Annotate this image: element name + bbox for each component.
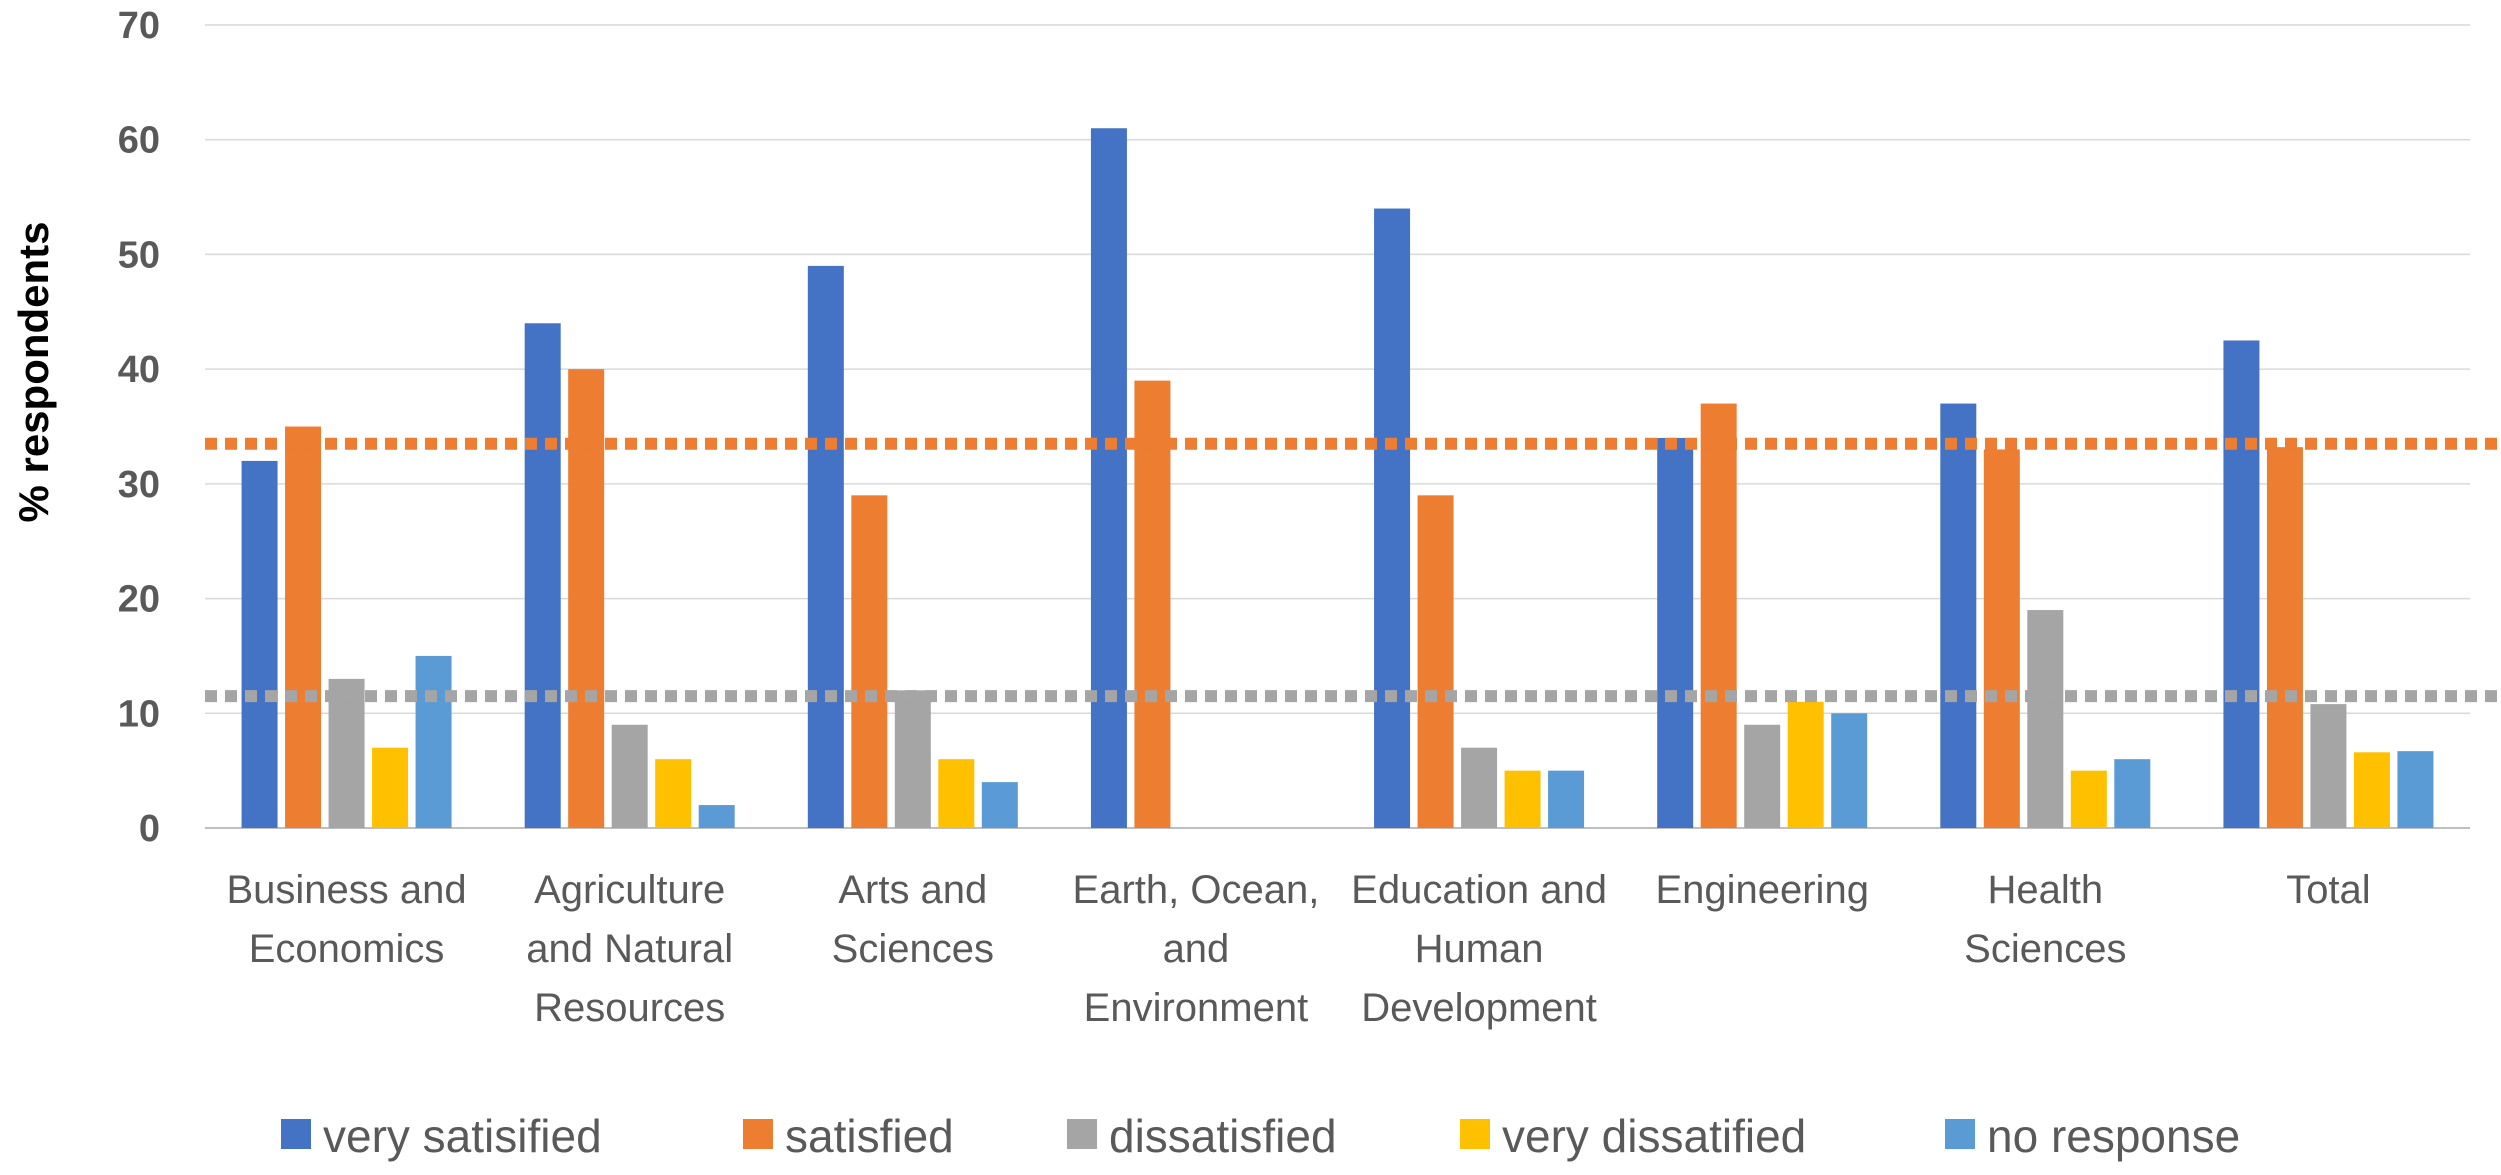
y-tick-label: 60 <box>118 120 160 162</box>
bar-very-dissatified <box>372 747 409 828</box>
bar-dissatisfied <box>2310 704 2347 828</box>
legend-label: very dissatified <box>1502 1110 1806 1162</box>
bar-very-satisified <box>1940 403 1977 828</box>
bar-dissatisfied <box>611 724 648 828</box>
bar-satisfied <box>851 495 888 828</box>
bar-satisfied <box>2266 447 2303 828</box>
bar-satisfied <box>285 426 322 828</box>
legend-swatch <box>281 1119 311 1149</box>
bar-no-response <box>1548 770 1585 828</box>
bar-dissatisfied <box>894 690 931 828</box>
bar-very-dissatified <box>1787 701 1824 828</box>
x-tick-label: and <box>1163 927 1230 971</box>
x-tick-label: Education and <box>1351 868 1607 912</box>
y-axis-label: % respondents <box>10 221 57 522</box>
bar-no-response <box>2397 751 2434 828</box>
x-tick-label: Engineering <box>1655 868 1869 912</box>
legend-item: very satisified <box>281 1110 602 1162</box>
bar-dissatisfied <box>2027 610 2064 828</box>
bar-very-satisified <box>1657 437 1694 828</box>
y-tick-label: 30 <box>118 464 160 506</box>
bar-very-dissatified <box>2353 752 2390 828</box>
legend-label: dissatisfied <box>1109 1110 1337 1162</box>
bar-very-satisified <box>2223 340 2260 828</box>
reference-lines <box>205 437 2498 703</box>
bar-satisfied <box>1134 380 1171 828</box>
bar-very-dissatified <box>1504 770 1541 828</box>
legend-label: satisfied <box>785 1110 954 1162</box>
bar-no-response <box>415 655 452 828</box>
bar-satisfied <box>1700 403 1737 828</box>
bar-dissatisfied <box>1744 724 1781 828</box>
legend-item: no response <box>1945 1110 2240 1162</box>
x-tick-label: Environment <box>1084 986 1309 1030</box>
y-tick-label: 50 <box>118 234 160 276</box>
legend-swatch <box>743 1119 773 1149</box>
bar-no-response <box>698 805 735 828</box>
bar-satisfied <box>1417 495 1454 828</box>
bar-very-satisified <box>524 323 561 828</box>
legend: very satisified satisfied dissatisfied very… <box>281 1110 2240 1162</box>
bar-satisfied <box>1983 449 2020 828</box>
x-tick-label: Sciences <box>832 927 994 971</box>
x-tick-label: Human <box>1415 927 1544 971</box>
bar-no-response <box>2114 759 2151 828</box>
x-tick-label: Agriculture <box>534 868 725 912</box>
legend-item: dissatisfied <box>1067 1110 1337 1162</box>
x-tick-label: Business and <box>226 868 466 912</box>
x-tick-label: Total <box>2286 868 2371 912</box>
x-tick-label: Resources <box>534 986 725 1030</box>
bar-very-dissatified <box>655 759 692 828</box>
bar-dissatisfied <box>328 678 365 828</box>
y-axis: 0 10 20 30 40 50 60 70 <box>118 5 160 850</box>
y-tick-label: 20 <box>118 579 160 621</box>
bar-no-response <box>1831 713 1868 828</box>
x-tick-label: Sciences <box>1964 927 2126 971</box>
bar-very-dissatified <box>938 759 975 828</box>
legend-label: very satisified <box>323 1110 602 1162</box>
bars <box>241 128 2434 829</box>
y-tick-label: 70 <box>118 5 160 47</box>
bar-dissatisfied <box>1461 747 1498 828</box>
x-tick-label: and Natural <box>526 927 733 971</box>
legend-item: satisfied <box>743 1110 954 1162</box>
bar-very-dissatified <box>2070 770 2107 828</box>
bar-very-satisified <box>1374 208 1411 829</box>
bar-no-response <box>981 782 1018 828</box>
bar-very-satisified <box>241 460 278 828</box>
legend-swatch <box>1067 1119 1097 1149</box>
legend-item: very dissatified <box>1460 1110 1806 1162</box>
bar-very-satisified <box>1090 128 1127 828</box>
legend-swatch <box>1460 1119 1490 1149</box>
y-tick-label: 10 <box>118 693 160 735</box>
bar-very-satisified <box>807 265 844 828</box>
x-axis: Business and Economics Agriculture and Natu… <box>226 868 2370 1030</box>
legend-swatch <box>1945 1119 1975 1149</box>
y-tick-label: 0 <box>139 808 160 850</box>
legend-label: no response <box>1987 1110 2240 1162</box>
x-tick-label: Development <box>1361 986 1597 1030</box>
x-tick-label: Health <box>1988 868 2104 912</box>
x-tick-label: Earth, Ocean, <box>1073 868 1320 912</box>
x-tick-label: Economics <box>249 927 445 971</box>
y-tick-label: 40 <box>118 349 160 391</box>
x-tick-label: Arts and <box>838 868 987 912</box>
